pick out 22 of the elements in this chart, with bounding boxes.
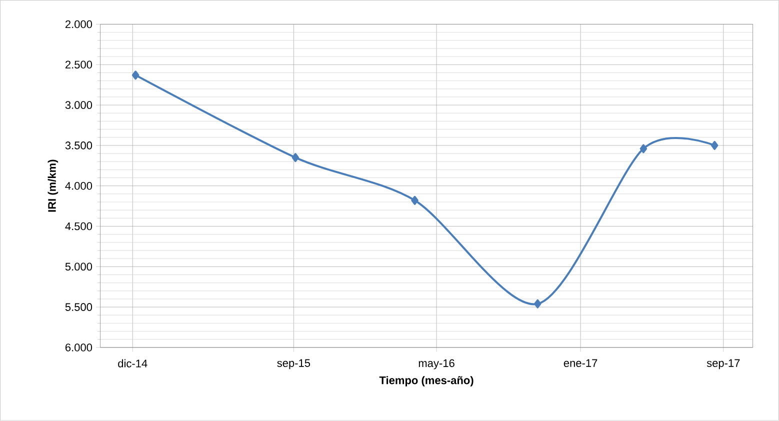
point [710,141,718,150]
point [132,70,140,80]
y-axis-title: IRI (m/km) [48,160,58,212]
point [411,196,418,206]
x-axis-title: Tiempo (mes-año) [379,376,474,387]
y-tick-label: 5.500 [65,303,92,312]
y-tick-label: 4.000 [65,182,92,190]
x-tick-label: ene-17 [564,359,598,368]
x-tick-label: may-16 [418,359,454,370]
y-tick-label: 3.500 [65,142,92,150]
y-tick-label: 2.000 [65,20,92,28]
x-tick-label: sep-15 [277,359,310,370]
point [292,153,300,162]
y-tick-label: 5.000 [65,262,92,271]
point [534,299,542,308]
x-tick-label: sep-17 [706,359,740,370]
y-tick-label: 4.500 [65,222,92,230]
y-tick-label: 2.500 [65,60,92,69]
x-tick-label: dic-14 [118,359,148,368]
y-tick-label: 6.000 [66,344,92,352]
y-tick-label: 3.000 [65,101,92,110]
point [640,144,648,154]
